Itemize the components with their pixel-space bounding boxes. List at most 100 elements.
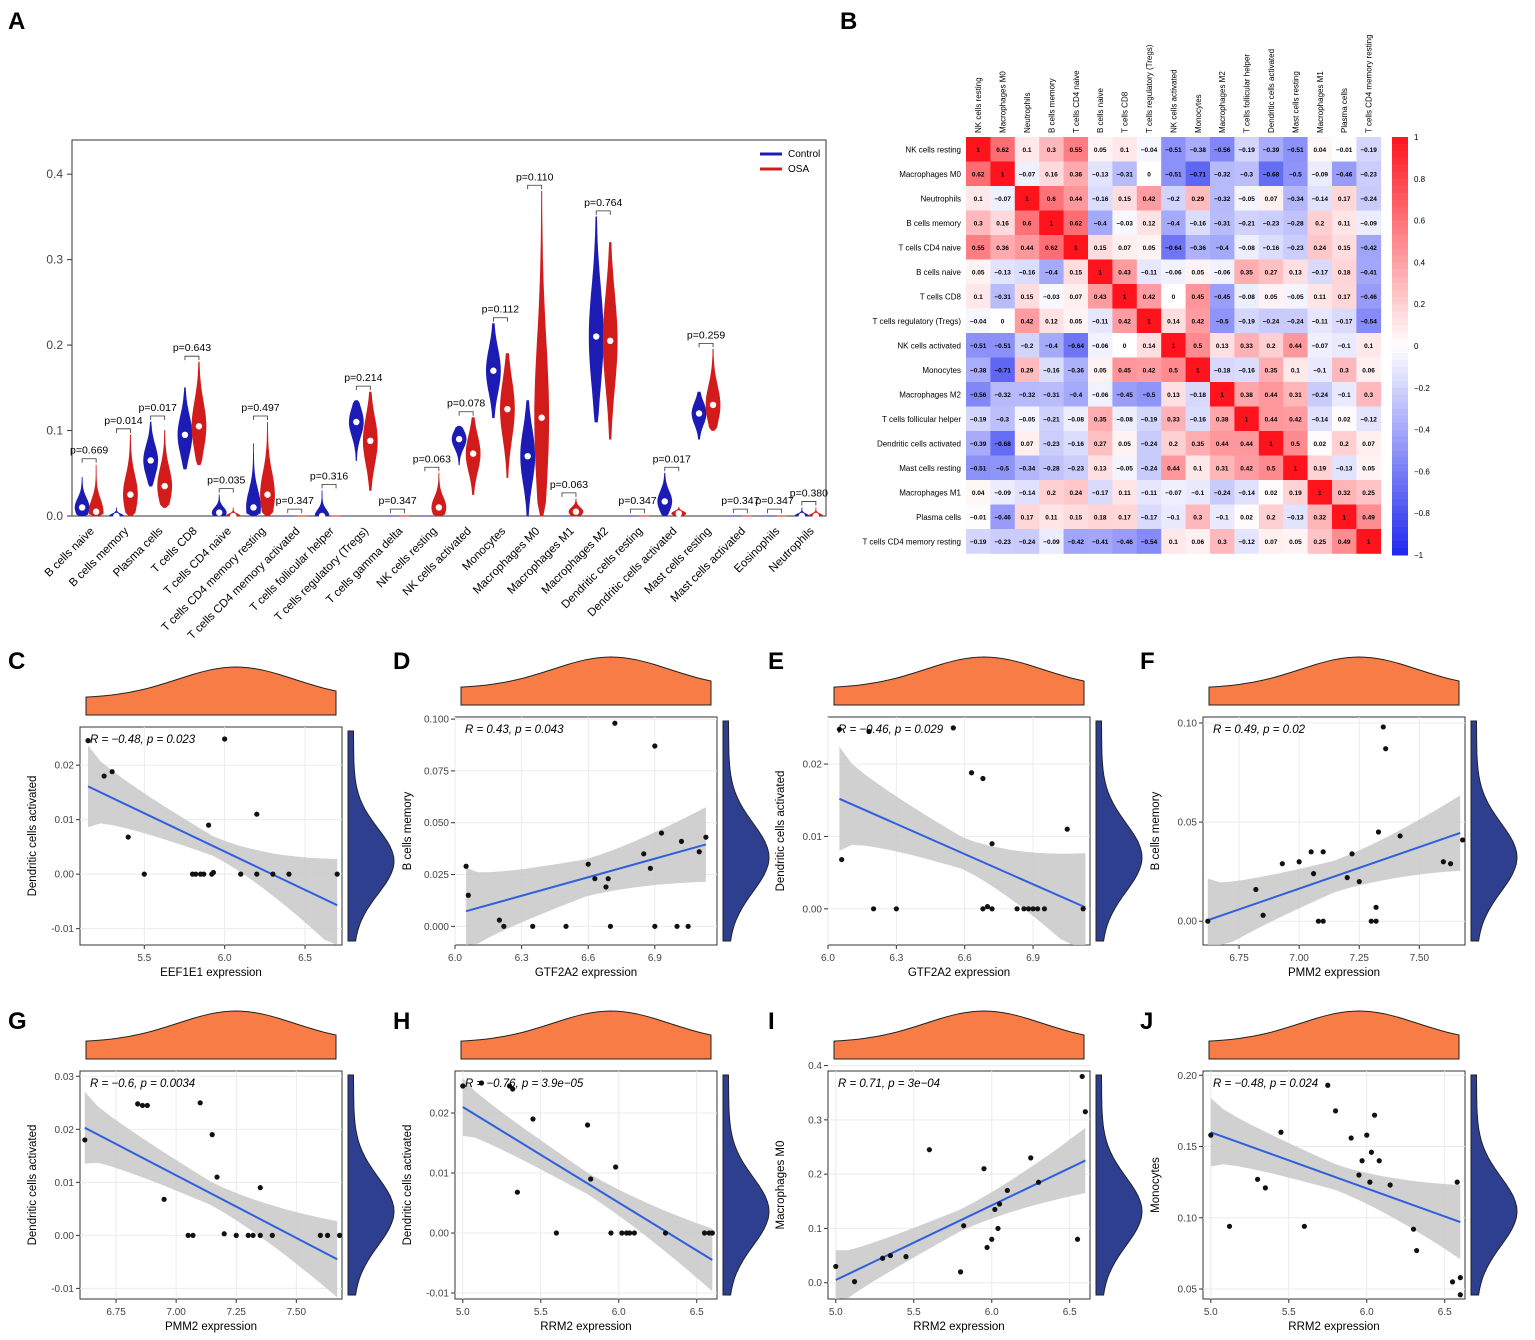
heatmap-cell	[1136, 357, 1162, 383]
heatmap-value: −0.23	[1360, 171, 1377, 178]
y-axis-label: Dendritic cells activated	[402, 1125, 414, 1246]
violin-median-dot	[318, 512, 326, 520]
heatmap-cell	[990, 431, 1016, 456]
x-tick-label: 6.5	[1438, 1307, 1452, 1318]
scatter-point	[613, 1164, 619, 1170]
heatmap-cell	[1136, 186, 1162, 211]
heatmap-cell	[1258, 529, 1284, 554]
plot-frame	[71, 139, 827, 517]
legend-label-osa: OSA	[788, 164, 809, 175]
heatmap-cell	[1332, 308, 1357, 334]
heatmap-value: −0.32	[994, 392, 1011, 399]
heatmap-col-label: Monocytes	[1194, 94, 1203, 133]
heatmap-value: −0.06	[1214, 269, 1231, 276]
heatmap-value: 0.11	[1338, 220, 1351, 227]
heatmap-cell	[990, 382, 1016, 407]
heatmap-value: −0.4	[1045, 343, 1058, 350]
heatmap-cell	[1063, 406, 1089, 432]
scatter-point	[496, 917, 503, 923]
colorbar-tick-label: 0	[1414, 342, 1419, 351]
heatmap-cell	[1210, 406, 1235, 432]
y-tick-label: 0.4	[46, 167, 63, 181]
heatmap-value: −0.14	[1312, 416, 1329, 423]
heatmap-value: −0.1	[1167, 514, 1180, 521]
heatmap-cell	[1234, 382, 1260, 407]
x-tick-label: 6.5	[298, 953, 312, 964]
heatmap-value: 0.15	[1069, 269, 1082, 276]
heatmap-value: 0.13	[1289, 269, 1302, 276]
heatmap-cell	[1332, 357, 1357, 383]
heatmap-cell	[1307, 284, 1333, 309]
heatmap-cell	[1112, 455, 1138, 481]
y-axis-label: Dendritic cells activated	[775, 771, 787, 892]
x-tick-label: 7.25	[227, 1307, 247, 1318]
heatmap-value: 0.1	[1169, 539, 1178, 546]
heatmap-value: −0.51	[970, 465, 987, 472]
y-tick-label: 0.3	[46, 253, 63, 267]
scatter-point	[1449, 1279, 1456, 1285]
heatmap-cell	[1356, 480, 1382, 505]
scatter-point	[1260, 912, 1266, 918]
heatmap-value: 0.05	[1118, 441, 1131, 448]
scatter-point	[887, 1252, 893, 1259]
significance-bracket	[321, 483, 337, 489]
x-tick-label: 6.75	[1229, 953, 1249, 964]
scatter-point	[1310, 871, 1317, 877]
significance-bracket	[698, 342, 714, 348]
heatmap-cell	[1234, 333, 1260, 358]
scatter-point	[257, 1185, 263, 1191]
heatmap-cell	[1185, 455, 1211, 481]
heatmap-cell	[1088, 480, 1113, 505]
heatmap-col-label: T cells follicular helper	[1243, 54, 1252, 133]
heatmap-value: 0.05	[1191, 269, 1204, 276]
heatmap-value: −0.2	[1167, 196, 1180, 203]
heatmap-cell	[1210, 529, 1235, 554]
heatmap-cell	[1161, 504, 1186, 530]
heatmap-value: −0.32	[1019, 392, 1036, 399]
heatmap-value: 0.05	[1143, 245, 1156, 252]
scatter-point	[514, 1189, 520, 1195]
heatmap-cell	[1283, 235, 1308, 260]
heatmap-value: 1	[1123, 294, 1127, 301]
heatmap-value: −0.56	[1214, 147, 1231, 154]
heatmap-value: 0.05	[1289, 539, 1302, 546]
y-axis-label: Dendritic cells activated	[27, 1125, 39, 1246]
violin-median-dot	[161, 482, 168, 490]
heatmap-value: −0.12	[1360, 416, 1377, 423]
heatmap-cell	[1307, 161, 1333, 187]
violin-median-dot	[147, 457, 154, 464]
heatmap-value: 0.07	[1021, 441, 1034, 448]
heatmap-cell	[966, 357, 991, 383]
scatter-panel-I: 5.0 5.5 6.0 6.5 0.0 0.1 0.2 0.3 0.4 R = 0.71, p =…	[775, 1010, 1143, 1333]
y-tick-label: 0.20	[1178, 1071, 1198, 1082]
scatter-point	[652, 923, 658, 929]
pvalue-label: p=0.380	[790, 487, 828, 499]
heatmap-cell	[1112, 406, 1138, 432]
heatmap-cell	[1283, 161, 1308, 187]
heatmap-cell	[1356, 455, 1382, 481]
scatter-point	[1367, 1179, 1373, 1185]
heatmap-cell	[1014, 333, 1040, 358]
scatter-panel-E: 6.0 6.3 6.6 6.9 0.00 0.01 0.02 R = −0.46, p = 0…	[775, 656, 1143, 979]
heatmap-cell	[966, 161, 991, 187]
heatmap-value: −0.42	[1360, 245, 1377, 252]
regression-line	[87, 785, 338, 907]
heatmap-value: 0.6	[1022, 220, 1031, 227]
heatmap-value: 0.49	[1362, 514, 1375, 521]
violin-median-dot	[250, 504, 257, 511]
heatmap-cell	[990, 284, 1016, 309]
violin-median-dot	[812, 512, 820, 520]
scatter-point	[1373, 904, 1379, 910]
scatter-point	[585, 861, 591, 867]
heatmap-value: −0.14	[1238, 490, 1255, 497]
y-tick-label: 0.15	[1178, 1142, 1198, 1153]
heatmap-cell	[990, 504, 1016, 530]
heatmap-cell	[1185, 357, 1211, 383]
x-tick-label: 6.6	[958, 953, 972, 964]
x-tick-label: 6.0	[821, 953, 835, 964]
heatmap-value: −0.16	[1068, 441, 1085, 448]
heatmap-value: 0.35	[1240, 269, 1253, 276]
heatmap-cell	[1063, 161, 1089, 187]
heatmap-value: 0.1	[974, 196, 983, 203]
heatmap-row-label: T cells regulatory (Tregs)	[873, 317, 962, 326]
